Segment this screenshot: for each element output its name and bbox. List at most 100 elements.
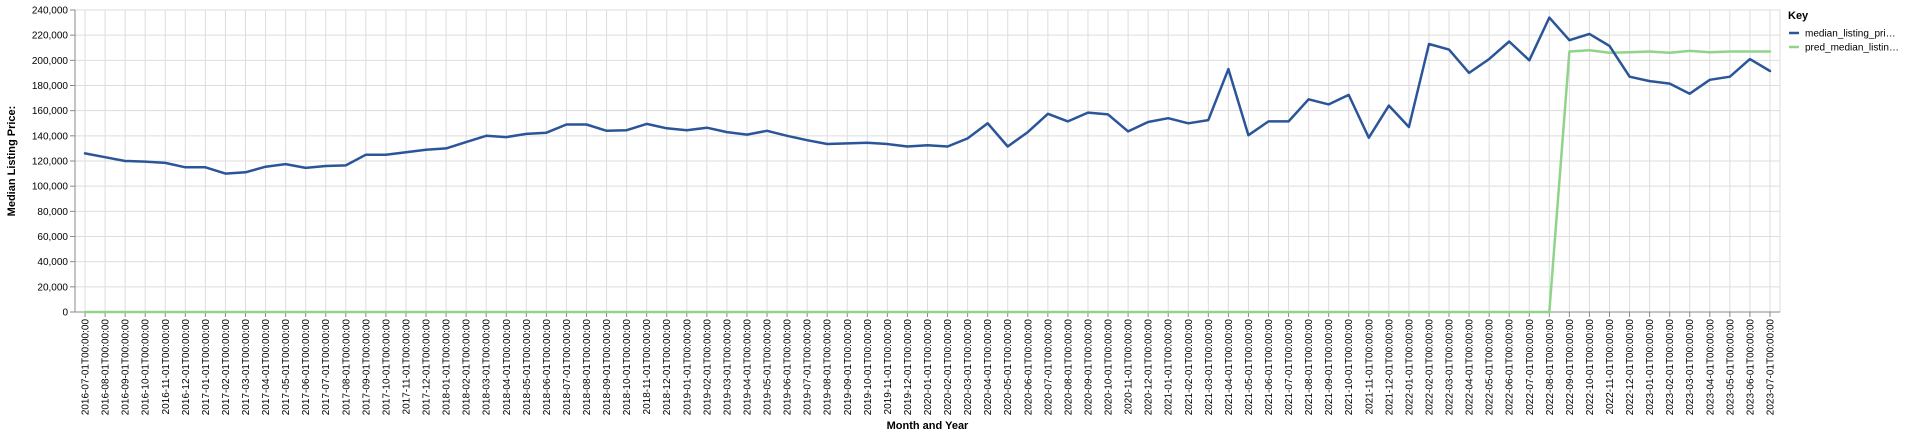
gridlines [74, 9, 1781, 313]
x-tick-label: 2016-12-01T00:00:00 [181, 319, 192, 416]
x-tick-label: 2016-11-01T00:00:00 [161, 319, 172, 415]
x-tick-label: 2020-09-01T00:00:00 [1083, 319, 1094, 416]
x-tick-label: 2016-09-01T00:00:00 [121, 319, 132, 416]
x-tick-label: 2018-06-01T00:00:00 [542, 319, 553, 416]
x-tick-label: 2018-04-01T00:00:00 [502, 319, 513, 416]
x-tick-label: 2017-12-01T00:00:00 [422, 319, 433, 416]
x-tick-label: 2022-09-01T00:00:00 [1565, 319, 1576, 416]
x-tick-label: 2021-05-01T00:00:00 [1244, 319, 1255, 416]
x-tick-label: 2018-02-01T00:00:00 [462, 319, 473, 416]
x-tick-label: 2017-04-01T00:00:00 [261, 319, 272, 416]
x-tick-label: 2017-08-01T00:00:00 [341, 319, 352, 416]
legend-label: pred_median_listin… [1805, 43, 1899, 54]
x-tick-label: 2023-03-01T00:00:00 [1685, 319, 1696, 416]
x-tick-label: 2021-10-01T00:00:00 [1344, 319, 1355, 416]
x-tick-label: 2023-06-01T00:00:00 [1745, 319, 1756, 416]
x-tick-label: 2019-11-01T00:00:00 [883, 319, 894, 415]
x-tick-label: 2022-03-01T00:00:00 [1445, 319, 1456, 416]
x-tick-label: 2019-09-01T00:00:00 [843, 319, 854, 416]
x-tick-label: 2018-09-01T00:00:00 [602, 319, 613, 416]
x-axis-title: Month and Year [887, 420, 969, 432]
x-tick-label: 2020-08-01T00:00:00 [1063, 319, 1074, 416]
x-tick-label: 2018-08-01T00:00:00 [582, 319, 593, 416]
x-tick-label: 2022-11-01T00:00:00 [1605, 319, 1616, 415]
x-tick-label: 2021-04-01T00:00:00 [1224, 319, 1235, 416]
x-tick-label: 2019-06-01T00:00:00 [783, 319, 794, 416]
x-tick-label: 2017-05-01T00:00:00 [281, 319, 292, 416]
x-tick-label: 2020-04-01T00:00:00 [983, 319, 994, 416]
x-tick-label: 2016-10-01T00:00:00 [141, 319, 152, 416]
y-axis-title: Median Listing Price: [6, 106, 18, 217]
x-tick-label: 2021-08-01T00:00:00 [1304, 319, 1315, 416]
legend: Key median_listing_pri… pred_median_listi… [1788, 10, 1899, 54]
x-tick-label: 2021-07-01T00:00:00 [1284, 319, 1295, 416]
x-tick-label: 2018-07-01T00:00:00 [562, 319, 573, 416]
y-tick-label: 60,000 [37, 232, 68, 243]
y-tick-label: 40,000 [37, 257, 68, 268]
x-tick-label: 2017-09-01T00:00:00 [361, 319, 372, 416]
y-tick-label: 80,000 [37, 207, 68, 218]
x-tick-label: 2020-07-01T00:00:00 [1043, 319, 1054, 416]
x-tick-label: 2018-10-01T00:00:00 [622, 319, 633, 416]
x-tick-label: 2018-03-01T00:00:00 [482, 319, 493, 416]
x-tick-label: 2018-01-01T00:00:00 [442, 319, 453, 416]
y-tick-label: 0 [62, 308, 68, 319]
x-tick-label: 2018-11-01T00:00:00 [642, 319, 653, 415]
axes: 0 20,000 40,000 60,000 80,000 100,000 120,000 1… [32, 6, 1780, 416]
x-tick-label: 2020-11-01T00:00:00 [1124, 319, 1135, 415]
x-tick-label: 2022-04-01T00:00:00 [1465, 319, 1476, 416]
x-tick-label: 2020-02-01T00:00:00 [943, 319, 954, 416]
x-tick-label: 2018-12-01T00:00:00 [662, 319, 673, 416]
x-tick-label: 2017-06-01T00:00:00 [301, 319, 312, 416]
x-tick-label: 2019-03-01T00:00:00 [722, 319, 733, 416]
x-tick-label: 2019-01-01T00:00:00 [682, 319, 693, 416]
x-tick-label: 2019-02-01T00:00:00 [702, 319, 713, 416]
x-tick-label: 2022-06-01T00:00:00 [1505, 319, 1516, 416]
y-tick-label: 220,000 [32, 31, 69, 42]
x-tick-label: 2019-08-01T00:00:00 [823, 319, 834, 416]
x-tick-label: 2021-01-01T00:00:00 [1164, 319, 1175, 416]
series-line-pred-median-listin [83, 49, 1772, 314]
x-tick-label: 2017-10-01T00:00:00 [381, 319, 392, 416]
x-tick-label: 2018-05-01T00:00:00 [522, 319, 533, 416]
x-tick-label: 2022-01-01T00:00:00 [1404, 319, 1415, 416]
x-tick-label: 2019-05-01T00:00:00 [763, 319, 774, 416]
x-tick-label: 2021-09-01T00:00:00 [1324, 319, 1335, 416]
x-tick-label: 2019-07-01T00:00:00 [803, 319, 814, 416]
y-tick-label: 200,000 [32, 56, 69, 67]
x-tick-label: 2023-05-01T00:00:00 [1725, 319, 1736, 416]
x-tick-label: 2020-01-01T00:00:00 [923, 319, 934, 416]
legend-items: median_listing_pri… pred_median_listin… [1789, 29, 1899, 54]
x-tick-label: 2017-02-01T00:00:00 [221, 319, 232, 416]
series-line-median-listing-pri [83, 16, 1772, 175]
x-tick-label: 2016-08-01T00:00:00 [101, 319, 112, 416]
y-tick-label: 180,000 [32, 81, 69, 92]
x-tick-label: 2021-02-01T00:00:00 [1184, 319, 1195, 416]
x-tick-label: 2021-03-01T00:00:00 [1204, 319, 1215, 416]
x-tick-label: 2022-05-01T00:00:00 [1485, 319, 1496, 416]
x-tick-label: 2019-12-01T00:00:00 [903, 319, 914, 416]
x-tick-label: 2020-10-01T00:00:00 [1104, 319, 1115, 416]
x-tick-label: 2022-10-01T00:00:00 [1585, 319, 1596, 416]
x-tick-label: 2016-07-01T00:00:00 [81, 319, 92, 416]
x-tick-label: 2023-01-01T00:00:00 [1645, 319, 1656, 416]
x-tick-label: 2023-02-01T00:00:00 [1665, 319, 1676, 416]
y-tick-label: 140,000 [32, 131, 69, 142]
x-tick-label: 2020-05-01T00:00:00 [1003, 319, 1014, 416]
x-tick-label: 2019-10-01T00:00:00 [863, 319, 874, 416]
y-tick-label: 100,000 [32, 182, 69, 193]
x-tick-label: 2020-03-01T00:00:00 [963, 319, 974, 416]
series-lines [83, 16, 1772, 314]
x-tick-label: 2019-04-01T00:00:00 [742, 319, 753, 416]
x-tick-label: 2021-12-01T00:00:00 [1384, 319, 1395, 416]
x-tick-label: 2021-06-01T00:00:00 [1264, 319, 1275, 416]
legend-label: median_listing_pri… [1805, 29, 1896, 40]
y-tick-label: 120,000 [32, 157, 69, 168]
x-tick-label: 2017-01-01T00:00:00 [201, 319, 212, 416]
x-tick-label: 2022-07-01T00:00:00 [1525, 319, 1536, 416]
y-tick-label: 240,000 [32, 6, 69, 17]
x-tick-label: 2017-07-01T00:00:00 [321, 319, 332, 416]
x-tick-label: 2022-02-01T00:00:00 [1424, 319, 1435, 416]
legend-title: Key [1788, 10, 1809, 22]
x-tick-label: 2017-03-01T00:00:00 [241, 319, 252, 416]
